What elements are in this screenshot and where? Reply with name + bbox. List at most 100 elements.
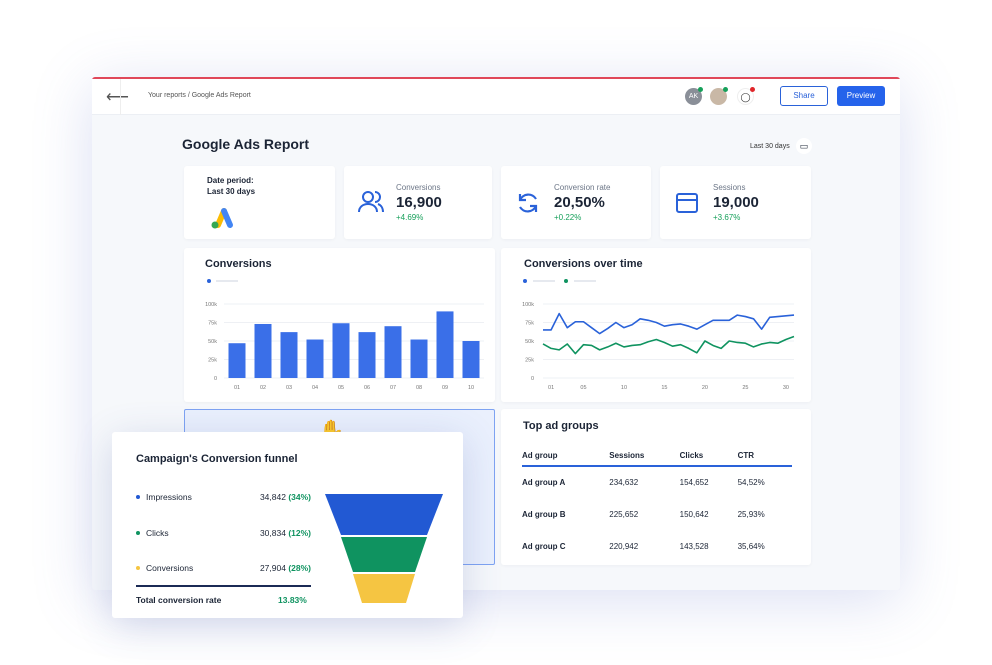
legend-dot: [136, 566, 140, 570]
funnel-pct: (12%): [288, 527, 311, 538]
funnel-pct: (28%): [288, 563, 311, 573]
x-tick-label: 30: [783, 385, 789, 391]
kpi-delta: +3.67%: [713, 213, 741, 222]
total-value: 13.83%: [278, 595, 307, 605]
online-indicator: [723, 87, 728, 92]
line-chart: 0 25k 50k 75k 100k 01 05 10 15 20 25 30: [522, 279, 795, 391]
legend-label-placeholder: [216, 280, 238, 282]
bar: [254, 323, 272, 378]
column-header[interactable]: Ad group: [522, 450, 558, 460]
cell: 234,632: [609, 478, 639, 487]
bar-chart: 0 25k 50k 75k 100k 01 02 03 04 05 06 07 08 09 10: [205, 279, 484, 391]
funnel-pct: (34%): [288, 492, 311, 502]
conversions-chart-card: Conversions 0 25k 50k 75k 100k 01 02 03 04 05 06 07…: [184, 248, 495, 402]
y-tick-label: 75k: [525, 321, 534, 327]
funnel-stage-conversions: [353, 574, 415, 603]
cell: 143,528: [679, 541, 709, 551]
funnel-stage-impressions: [325, 494, 443, 535]
online-indicator: [698, 87, 703, 92]
kpi-delta: +4.69%: [396, 213, 424, 222]
cell: Ad group A: [522, 478, 566, 487]
browser-icon: [676, 193, 698, 213]
divider: [136, 585, 311, 587]
x-tick-label: 04: [312, 385, 318, 391]
chart-title: Conversions over time: [524, 258, 643, 270]
kpi-label: Sessions: [713, 183, 746, 192]
x-tick-label: 15: [661, 385, 667, 391]
legend-marker: [564, 279, 568, 283]
column-header[interactable]: Sessions: [609, 450, 645, 460]
legend-label-placeholder: [574, 280, 596, 282]
legend-dot: [136, 530, 140, 535]
comment-icon[interactable]: ◯: [737, 88, 754, 105]
x-tick-label: 10: [468, 385, 474, 391]
x-tick-label: 25: [742, 385, 748, 391]
funnel-value: 30,834: [259, 527, 286, 538]
y-tick-label: 0: [214, 376, 217, 382]
kpi-delta: +0.22%: [554, 213, 582, 222]
x-tick-label: 03: [286, 385, 292, 391]
x-tick-label: 07: [390, 385, 396, 391]
x-tick-label: 20: [702, 385, 708, 391]
users-icon: [358, 191, 384, 213]
bar: [358, 332, 376, 378]
share-button[interactable]: Share: [780, 86, 828, 106]
x-tick-label: 01: [234, 385, 240, 391]
divider: [120, 79, 121, 115]
y-tick-label: 75k: [208, 321, 217, 327]
breadcrumb[interactable]: Your reports / Google Ads Report: [148, 92, 251, 99]
chart-title: Conversions: [205, 258, 272, 270]
y-tick-label: 0: [531, 376, 534, 382]
avatar[interactable]: AK: [685, 88, 702, 105]
series-line-2: [542, 335, 795, 355]
cell: 220,942: [609, 541, 639, 551]
table-row: Ad group B 225,652 150,642 25,93%: [522, 498, 792, 530]
y-tick-label: 25k: [208, 358, 217, 364]
table-row: Ad group C 220,942 143,528 35,64%: [522, 530, 792, 562]
bar: [280, 332, 298, 378]
cell: 150,642: [679, 509, 709, 519]
bar: [332, 323, 350, 378]
ad-groups-table: Ad group Sessions Clicks CTR Ad group A 2…: [522, 445, 792, 562]
kpi-label: Conversions: [396, 183, 441, 192]
y-tick-label: 100k: [522, 302, 534, 308]
legend-label-placeholder: [533, 280, 555, 282]
funnel-value: 27,904: [259, 563, 286, 573]
bar: [410, 339, 428, 378]
table-header: Ad group Sessions Clicks CTR: [522, 445, 792, 466]
top-ad-groups-card: Top ad groups Ad group Sessions Clicks C…: [501, 409, 811, 565]
kpi-value: 16,900: [396, 194, 442, 211]
kpi-value: 20,50%: [554, 194, 605, 211]
column-header[interactable]: Clicks: [679, 450, 704, 460]
total-label: Total conversion rate: [136, 595, 222, 605]
kpi-label: Date period:: [207, 176, 254, 185]
refresh-icon: [518, 193, 538, 213]
funnel-label: Conversions: [146, 563, 194, 573]
y-tick-label: 50k: [525, 339, 534, 345]
bar: [228, 343, 246, 378]
y-tick-label: 50k: [208, 339, 217, 345]
calendar-icon[interactable]: ▭: [796, 138, 812, 154]
page-title: Google Ads Report: [182, 136, 310, 152]
kpi-sessions: Sessions 19,000 +3.67%: [660, 166, 811, 239]
funnel-title: Campaign's Conversion funnel: [136, 453, 298, 465]
x-tick-label: 08: [416, 385, 422, 391]
column-header[interactable]: CTR: [737, 450, 755, 460]
legend-dot: [136, 495, 140, 499]
funnel-graphic: [325, 494, 443, 603]
bar: [436, 311, 454, 378]
funnel-stage-clicks: [341, 537, 427, 572]
x-tick-label: 01: [548, 385, 554, 391]
x-tick-label: 05: [580, 385, 586, 391]
arrow-left-icon[interactable]: ⟵: [106, 89, 129, 106]
x-tick-label: 02: [260, 385, 266, 391]
y-tick-label: 25k: [525, 358, 534, 364]
table-title: Top ad groups: [523, 420, 599, 432]
kpi-value: Last 30 days: [207, 187, 256, 196]
preview-button[interactable]: Preview: [837, 86, 885, 106]
kpi-date-period: Date period: Last 30 days: [184, 166, 335, 239]
legend-marker: [523, 279, 527, 283]
date-range[interactable]: Last 30 days: [750, 143, 790, 150]
avatar-photo[interactable]: [710, 88, 727, 105]
funnel-card[interactable]: Campaign's Conversion funnel Impressions…: [112, 432, 463, 618]
